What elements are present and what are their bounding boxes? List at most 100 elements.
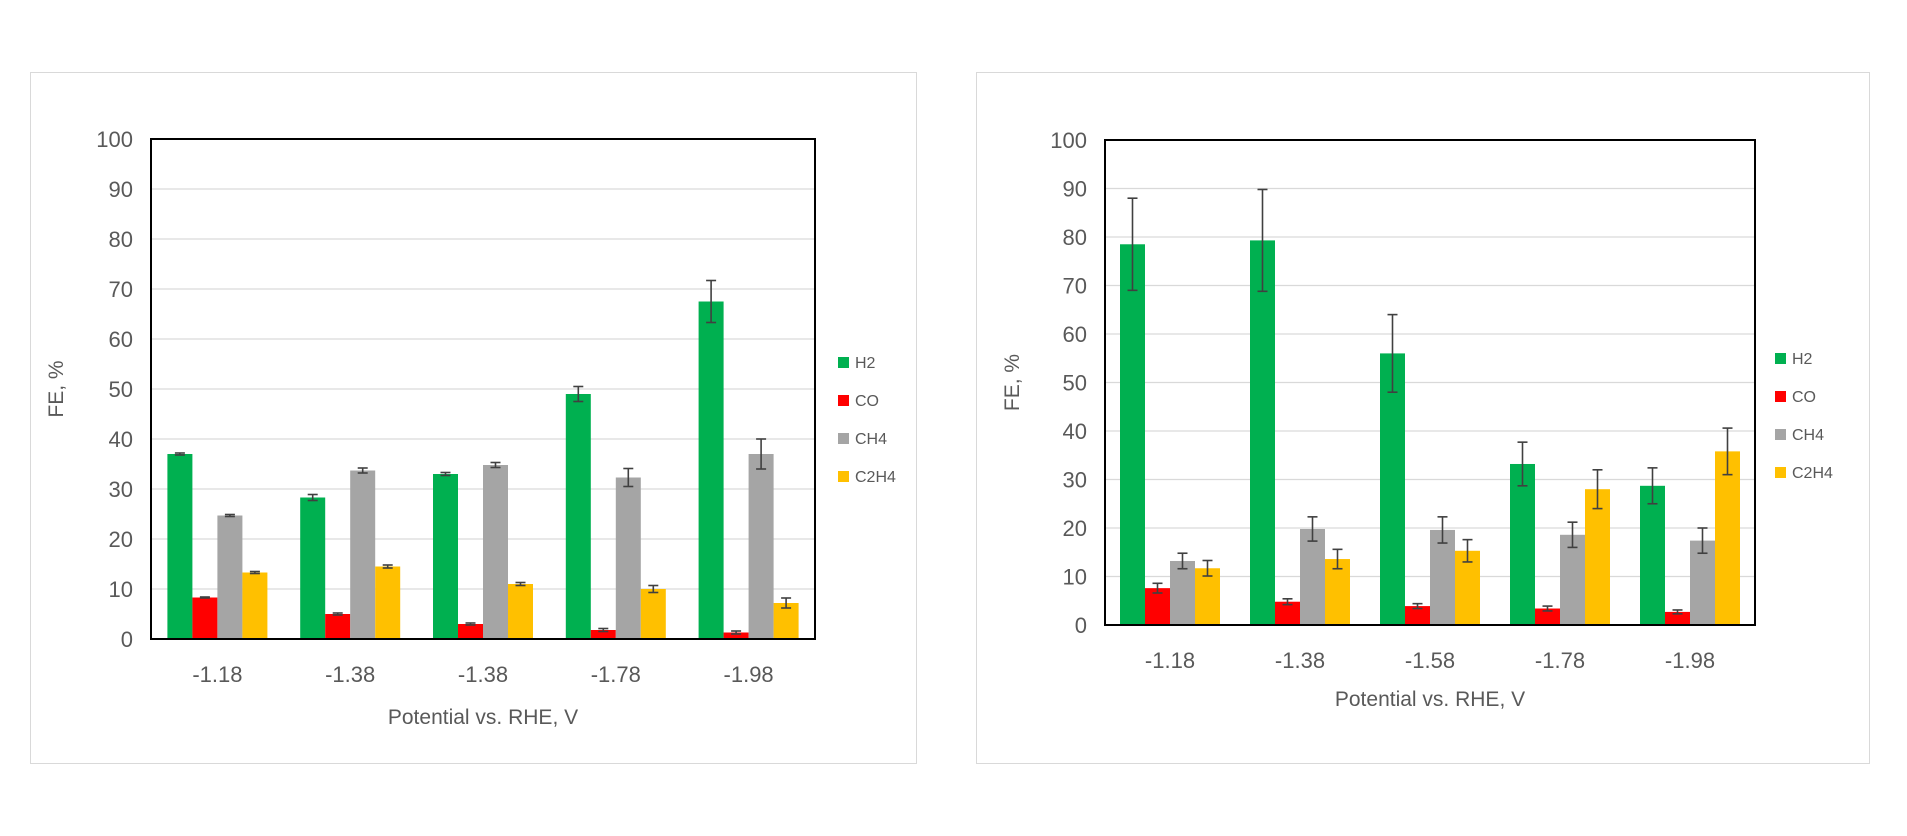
legend-swatch-co (1775, 391, 1786, 402)
legend-swatch-co (838, 395, 849, 406)
bar-co (1535, 608, 1560, 625)
bar-ch4 (1170, 560, 1195, 625)
legend-label-ch4: CH4 (1792, 427, 1824, 444)
y-tick-label: 90 (1063, 177, 1087, 202)
legend-label-co: CO (1792, 389, 1816, 406)
y-tick-label: 10 (1063, 565, 1087, 590)
y-tick-label: 40 (1063, 419, 1087, 444)
legend-swatch-ch4 (838, 433, 849, 444)
legend-label-ch4: CH4 (855, 431, 887, 448)
error-bar (515, 581, 526, 587)
y-tick-label: 10 (109, 577, 133, 602)
error-bar (307, 493, 318, 502)
bar-co (590, 630, 616, 639)
bar-c2h4 (1455, 550, 1480, 625)
bar-c2h4 (508, 584, 533, 639)
error-bar (1542, 605, 1553, 612)
y-tick-label: 100 (96, 127, 133, 152)
error-bar (756, 438, 767, 470)
bar-c2h4 (1715, 451, 1740, 625)
y-axis-title: FE, % (1001, 354, 1024, 411)
plot-area-border (150, 138, 816, 640)
error-bar (174, 452, 185, 456)
bar-h2 (300, 497, 326, 639)
y-tick-label: 80 (1063, 225, 1087, 250)
error-bar (1127, 197, 1138, 292)
error-bar (1592, 468, 1603, 510)
error-bar (706, 279, 717, 324)
y-tick-label: 0 (121, 627, 133, 652)
error-bar (731, 630, 742, 635)
error-bar (1722, 427, 1733, 476)
bar-h2 (1250, 240, 1275, 625)
bar-c2h4 (1325, 559, 1350, 625)
bar-ch4 (615, 477, 641, 639)
y-tick-label: 20 (109, 527, 133, 552)
legend-swatch-h2 (1775, 353, 1786, 364)
y-tick-label: 100 (1050, 128, 1087, 153)
error-bar (1412, 602, 1423, 610)
y-tick-label: 60 (109, 327, 133, 352)
x-tick-label: -1.18 (192, 662, 242, 687)
error-bar (1282, 598, 1293, 606)
error-bar (648, 584, 659, 594)
bar-c2h4 (773, 603, 799, 639)
bar-h2 (1380, 353, 1405, 625)
legend-label-co: CO (855, 393, 879, 410)
y-tick-label: 80 (109, 227, 133, 252)
bar-ch4 (483, 465, 508, 639)
legend-label-h2: H2 (855, 355, 876, 372)
y-tick-label: 90 (109, 177, 133, 202)
bar-c2h4 (640, 589, 666, 639)
x-tick-label: -1.98 (1665, 648, 1715, 673)
bar-ch4 (1300, 528, 1325, 625)
error-bar (224, 513, 235, 518)
error-bar (357, 467, 368, 474)
legend-swatch-h2 (838, 357, 849, 368)
x-tick-label: -1.18 (1145, 648, 1195, 673)
y-tick-label: 0 (1075, 613, 1087, 638)
y-tick-label: 40 (109, 427, 133, 452)
error-bar (440, 471, 451, 477)
y-axis-title: FE, % (45, 360, 68, 417)
error-bar (1177, 552, 1188, 570)
error-bar (1387, 313, 1398, 394)
error-bar (623, 467, 634, 488)
chart-panel-right: 0 10 20 30 40 50 60 70 80 90 100 -1.18 -1.38 -1.58 -1.… (976, 72, 1870, 764)
bar-c2h4 (242, 572, 268, 639)
error-bar (1567, 521, 1578, 549)
bar-h2 (565, 394, 591, 639)
bar-co (723, 632, 749, 639)
y-tick-label: 60 (1063, 322, 1087, 347)
error-bar (1257, 188, 1268, 293)
chart-panel-left: 0 10 20 30 40 50 60 70 80 90 100 -1.18 -1.38 -1.38 -1.… (30, 72, 917, 764)
x-axis-title: Potential vs. RHE, V (388, 706, 578, 729)
x-tick-label: -1.38 (1275, 648, 1325, 673)
bar-ch4 (1430, 529, 1455, 625)
x-tick-label: -1.78 (1535, 648, 1585, 673)
error-bar (199, 596, 210, 599)
bar-h2 (167, 454, 193, 639)
bar-co (458, 624, 483, 639)
error-bar (598, 627, 609, 633)
y-tick-label: 70 (109, 277, 133, 302)
error-bar (1462, 538, 1473, 563)
bar-co (1275, 601, 1300, 625)
error-bar (1647, 467, 1658, 505)
plot-area-border (1104, 139, 1756, 626)
bar-h2 (433, 474, 458, 639)
bar-ch4 (350, 470, 376, 639)
bar-co (325, 614, 351, 639)
bar-chart-right: 0 10 20 30 40 50 60 70 80 90 100 -1.18 -1.38 -1.58 -1.… (1001, 128, 1833, 711)
error-bar (1152, 582, 1163, 594)
bar-co (1665, 611, 1690, 625)
error-bar (1202, 559, 1213, 577)
x-tick-label: -1.38 (325, 662, 375, 687)
error-bar (1332, 548, 1343, 570)
bar-c2h4 (1195, 568, 1220, 625)
y-tick-label: 50 (109, 377, 133, 402)
bar-c2h4 (1585, 489, 1610, 625)
legend-label-h2: H2 (1792, 351, 1813, 368)
error-bar (332, 612, 343, 616)
legend-label-c2h4: C2H4 (1792, 465, 1833, 482)
